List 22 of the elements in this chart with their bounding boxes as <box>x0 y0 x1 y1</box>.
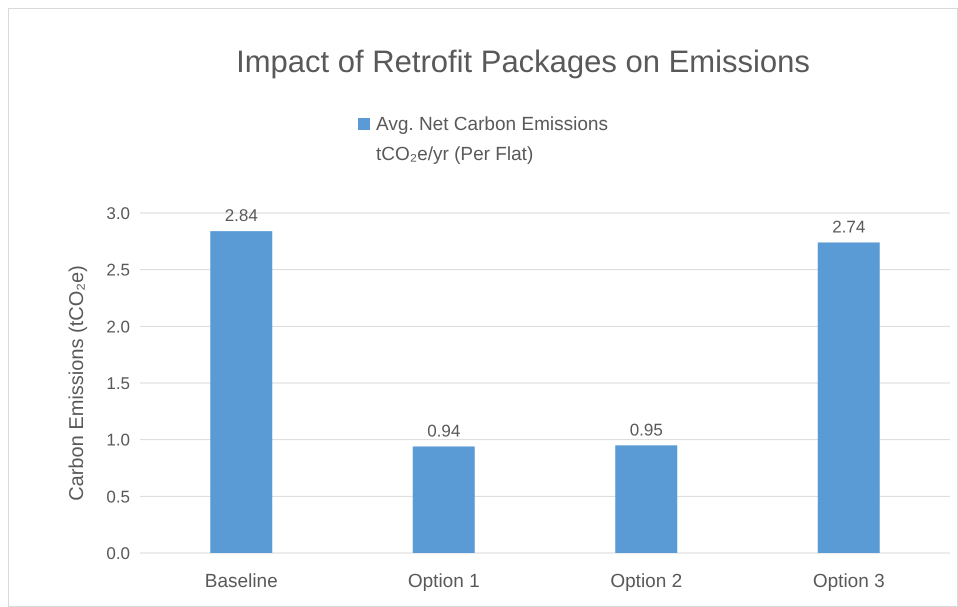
y-tick-label: 2.5 <box>106 260 130 280</box>
bar <box>412 446 475 553</box>
x-tick-label: Option 2 <box>610 571 682 592</box>
x-tick-label: Baseline <box>204 571 278 592</box>
data-label: 0.94 <box>427 421 460 440</box>
x-tick-label: Option 3 <box>812 571 885 592</box>
y-tick-label: 2.0 <box>106 317 130 336</box>
data-label: 2.74 <box>832 217 866 236</box>
y-tick-label: 3.0 <box>106 204 130 223</box>
y-tick-label: 1.0 <box>106 430 130 450</box>
bar <box>210 231 272 553</box>
y-tick-label: 1.5 <box>106 374 130 393</box>
data-label: 2.84 <box>224 206 258 226</box>
chart-title: Impact of Retrofit Packages on Emissions <box>236 44 810 79</box>
bar <box>818 242 880 553</box>
bar <box>615 445 678 553</box>
legend-label: Avg. Net Carbon Emissions tCO₂e/yr (Per Flat) <box>376 114 608 165</box>
y-tick-label: 0.0 <box>106 544 130 563</box>
y-axis-title: Carbon Emissions (tCO₂e) <box>66 265 88 501</box>
x-tick-label: Option 1 <box>408 571 480 592</box>
y-tick-label: 0.5 <box>106 487 130 506</box>
data-label: 0.95 <box>630 420 663 440</box>
